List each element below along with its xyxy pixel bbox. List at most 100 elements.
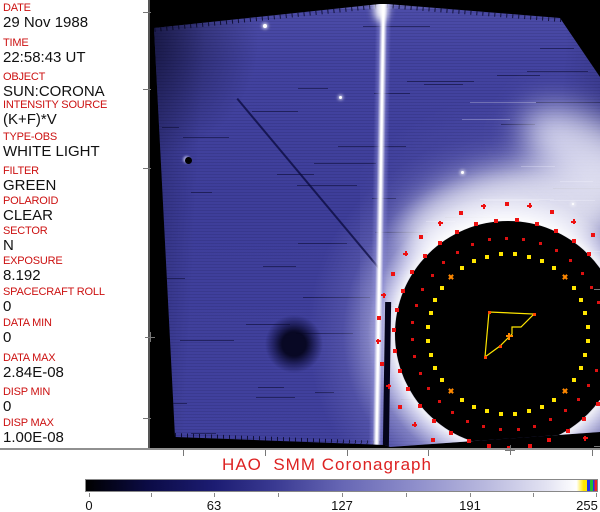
image-corner-shade	[154, 4, 260, 160]
ring-dot	[534, 221, 539, 226]
meta-value: 22:58:43 UT	[3, 49, 86, 66]
meta-label: DATA MIN	[3, 317, 52, 329]
ring-dot	[568, 259, 572, 263]
colorbar-tick	[596, 493, 597, 497]
plot-title: HAO SMM Coronagraph	[222, 455, 432, 474]
axis-tick	[143, 418, 151, 419]
ring-dot	[485, 409, 490, 414]
ring-dot	[578, 365, 583, 370]
meta-row-type-obs: TYPE-OBS WHITE LIGHT	[3, 132, 147, 160]
ring-dot	[433, 298, 438, 303]
ring-dot	[576, 397, 580, 401]
ring-dot	[375, 338, 381, 344]
meta-row-exposure: EXPOSURE 8.192	[3, 256, 147, 284]
noise-streak	[191, 433, 216, 434]
meta-label: SECTOR	[3, 225, 48, 237]
axis-tick	[183, 450, 184, 456]
ring-dot	[527, 203, 533, 209]
meta-value: 29 Nov 1988	[3, 14, 89, 31]
colorbar-label: 255	[576, 498, 598, 512]
noise-streak	[252, 111, 298, 112]
ring-dot	[394, 308, 399, 313]
noise-streak	[527, 71, 588, 72]
ring-dot	[487, 310, 491, 314]
ring-dot	[550, 209, 555, 214]
ring-dot	[583, 352, 588, 357]
ring-dot	[413, 355, 417, 359]
ring-dot	[527, 443, 532, 448]
meta-value: N	[3, 237, 14, 254]
meta-value: SUN:CORONA	[3, 83, 105, 100]
meta-label: OBJECT	[3, 71, 46, 83]
ring-dot	[440, 377, 445, 382]
ring-dot	[499, 411, 504, 416]
ring-dot	[400, 288, 405, 293]
pointing-polygon	[484, 311, 536, 359]
ring-dot	[539, 404, 544, 409]
colorbar-tick	[214, 493, 215, 497]
colorbar-tick	[470, 493, 471, 497]
noise-streak	[314, 163, 376, 164]
ring-dot	[410, 338, 414, 342]
meta-row-disp-min: DISP MIN 0	[3, 387, 147, 415]
ring-dot	[582, 435, 588, 441]
axis-tick	[594, 446, 600, 447]
ring-dot	[494, 218, 499, 223]
noise-streak	[297, 185, 357, 186]
ring-dot	[412, 422, 418, 428]
ring-dot	[466, 419, 470, 423]
star-dot	[263, 24, 267, 28]
ring-dot	[522, 237, 526, 241]
noise-streak	[263, 266, 296, 267]
ring-dot	[438, 399, 442, 403]
ring-dot	[398, 368, 403, 373]
ring-dot	[428, 352, 433, 357]
ring-dot	[596, 401, 600, 406]
noise-streak	[183, 137, 229, 138]
noise-streak	[277, 174, 314, 175]
ring-dot	[398, 404, 403, 409]
ring-dot	[526, 409, 531, 414]
noise-streak	[497, 75, 540, 76]
ring-dot	[377, 315, 381, 320]
ring-dot	[392, 328, 397, 333]
noise-streak	[540, 48, 574, 49]
axis-tick	[143, 89, 151, 90]
meta-row-date: DATE 29 Nov 1988	[3, 3, 147, 31]
ring-dot	[578, 298, 583, 303]
ring-dot	[422, 254, 427, 259]
ring-dot	[448, 430, 453, 435]
ring-dot	[390, 271, 395, 276]
ring-dot	[504, 202, 509, 206]
ring-dot	[437, 240, 442, 245]
dark-blob	[265, 315, 323, 373]
ring-dot	[381, 292, 387, 298]
axis-cross-tick	[150, 332, 151, 342]
ring-dot	[426, 325, 431, 330]
noise-streak	[407, 81, 474, 82]
ring-dot	[595, 368, 599, 372]
meta-value: 0	[3, 398, 12, 415]
ring-dot	[437, 220, 443, 226]
noise-streak	[162, 127, 179, 128]
meta-row-spacecraft-roll: SPACECRAFT ROLL 0	[3, 287, 147, 315]
ring-dot	[433, 365, 438, 370]
axis-tick	[592, 450, 593, 456]
ring-dot	[587, 384, 591, 388]
ring-dot	[587, 252, 592, 257]
noise-streak	[191, 192, 212, 193]
ring-dot	[590, 233, 595, 238]
meta-row-disp-max: DISP MAX 1.00E-08	[3, 418, 147, 446]
ring-dot	[421, 288, 425, 292]
pylon-bloom	[374, 4, 388, 22]
meta-value: CLEAR	[3, 207, 54, 224]
axis-tick	[428, 450, 429, 456]
ring-dot	[585, 325, 590, 330]
canvas-bottom-border	[0, 448, 600, 450]
meta-label: POLAROID	[3, 195, 59, 207]
ring-dot	[547, 438, 552, 443]
ring-dot	[571, 377, 576, 382]
meta-value: 1.00E-08	[3, 429, 64, 446]
meta-row-filter: FILTER GREEN	[3, 166, 147, 194]
